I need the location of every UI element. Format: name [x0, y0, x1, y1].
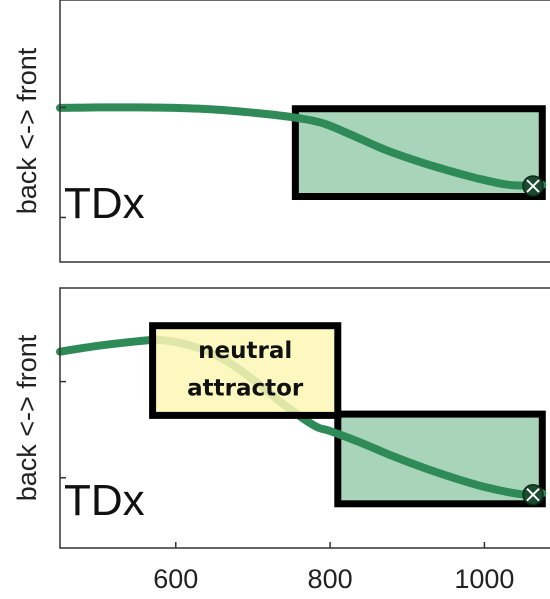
top-panel: back <-> front TDx — [12, 0, 550, 263]
annotation-text-line: neutral — [198, 338, 292, 364]
endpoint-marker — [522, 175, 544, 197]
x-tick-label: 1000 — [454, 564, 514, 594]
endpoint-x-stroke — [526, 179, 540, 193]
annotation-box — [149, 322, 342, 419]
x-tick-label: 800 — [308, 564, 353, 594]
endpoint-x-stroke — [526, 487, 540, 502]
plot-frame — [59, 287, 550, 549]
annotation-text-line: attractor — [187, 376, 304, 402]
y-tick-marks — [60, 380, 66, 479]
y-axis-label: back <-> front — [12, 334, 42, 501]
panel-label: TDx — [64, 179, 145, 228]
endpoint-marker — [522, 483, 544, 506]
x-tick-label: 600 — [153, 564, 198, 594]
plot-frame — [59, 0, 550, 263]
y-axis-label: back <-> front — [12, 47, 42, 214]
series-line — [56, 103, 547, 190]
highlight-region — [291, 105, 546, 200]
panel-label: TDx — [64, 476, 145, 525]
y-tick-marks — [60, 106, 66, 219]
x-tick-labels: 600 800 1000 — [153, 542, 514, 594]
bottom-panel: neutral attractor 600 800 1000 back <-> fr… — [12, 287, 550, 594]
